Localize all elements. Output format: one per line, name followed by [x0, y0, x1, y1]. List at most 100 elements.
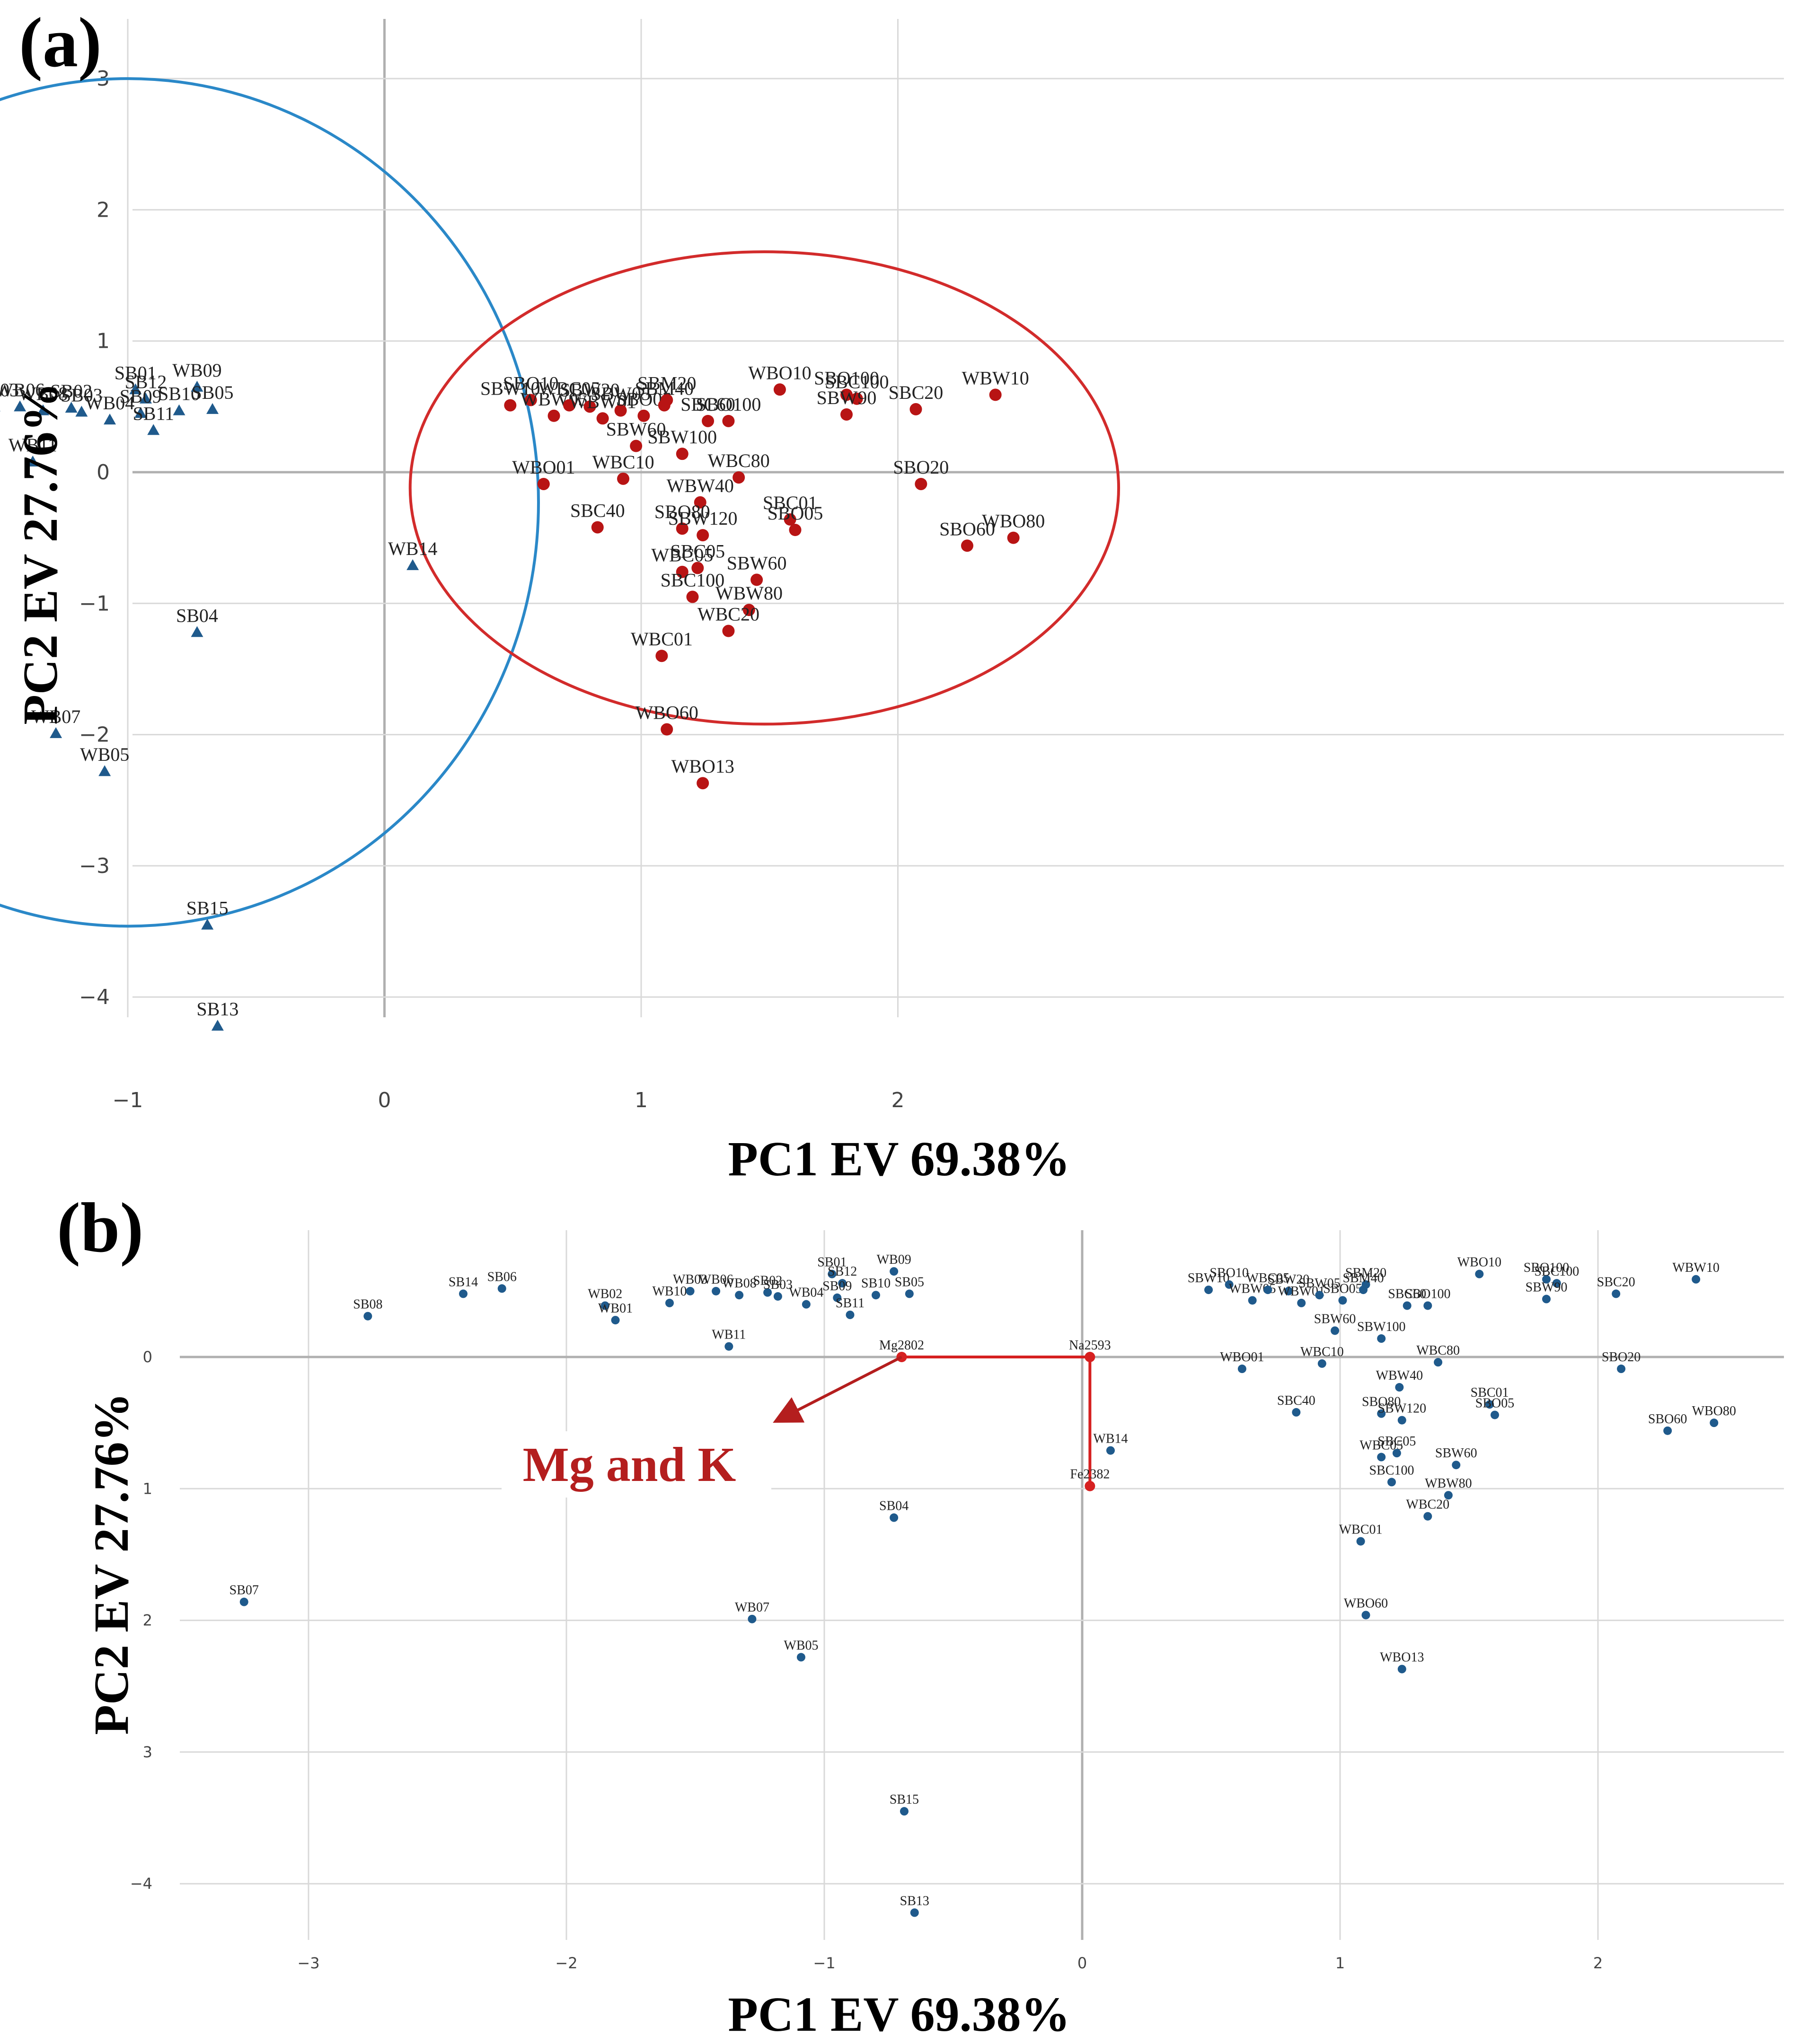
biplot-point-label-sbc01: SBC01: [1471, 1385, 1509, 1400]
biplot-point-sb09: [833, 1293, 842, 1302]
biplot-point-label-wb01: WB01: [598, 1301, 633, 1316]
panel-a-x-tick-label: 1: [635, 1088, 648, 1112]
biplot-point-sbw05: [1315, 1291, 1324, 1300]
point-label-wbw40: WBW40: [667, 475, 734, 496]
biplot-point-label-sb10: SB10: [861, 1276, 891, 1291]
point-label-sb11: SB11: [133, 403, 174, 424]
point-wbw05: [547, 409, 560, 422]
point-sbm40: [658, 399, 671, 412]
biplot-point-sbo100: [1423, 1301, 1432, 1310]
biplot-point-wbc01: [1356, 1537, 1365, 1546]
biplot-point-label-wb14: WB14: [1093, 1432, 1128, 1446]
biplot-point-label-wbc05: WBC05: [1246, 1271, 1290, 1286]
panel-b-y-tick-label: 1: [143, 1480, 152, 1498]
point-label-wbw80: WBW80: [715, 582, 783, 604]
point-wbo10: [773, 383, 786, 396]
panel-a-y-tick-label: −4: [79, 985, 110, 1009]
biplot-point-label-sbc20: SBC20: [1597, 1275, 1635, 1289]
point-label-sbw90: SBW90: [817, 387, 877, 408]
panel-b-x-tick-label: −3: [297, 1954, 319, 1972]
biplot-point-label-wb03: WB03: [673, 1272, 707, 1287]
biplot-point-sbw90: [1542, 1295, 1551, 1304]
point-label-sbo100: SBO100: [696, 394, 761, 415]
point-sbc05: [691, 562, 704, 574]
point-sbw10: [504, 399, 517, 412]
biplot-point-sbo80: [1377, 1409, 1386, 1418]
biplot-point-label-wbc20: WBC20: [1406, 1498, 1449, 1512]
biplot-point-label-sbw10: SBW10: [1188, 1271, 1230, 1286]
biplot-point-label-sbo60: SBO60: [1648, 1412, 1687, 1427]
point-label-wbc10: WBC10: [592, 451, 654, 473]
point-wb14: [406, 559, 419, 570]
biplot-point-label-wbo01: WBO01: [1220, 1350, 1264, 1365]
point-sb11: [147, 424, 160, 435]
point-label-sb04: SB04: [176, 605, 218, 626]
biplot-point-wbc05: [1263, 1286, 1272, 1295]
point-sb15: [201, 918, 214, 930]
biplot-point-wbw10: [1692, 1275, 1701, 1284]
biplot-point-label-sbo100: SBO100: [1405, 1286, 1450, 1301]
mg-k-annotation: Mg and K: [523, 1437, 736, 1492]
panel-b-y-tick-label: 3: [143, 1743, 152, 1761]
point-label-sbw60: SBW60: [606, 419, 666, 440]
biplot-point-sbw20: [1284, 1286, 1293, 1295]
biplot-point-label-sb02: SB02: [753, 1274, 782, 1288]
point-label-sb02: SB02: [50, 380, 92, 402]
point-wb06: [14, 400, 26, 412]
biplot-point-sbo60: [1663, 1426, 1672, 1435]
biplot-point-label-sbo100b: SBO100: [1524, 1260, 1569, 1275]
panel-b-loadings: Mg2802 Na2593 Fe2382: [773, 1338, 1111, 1491]
point-label-wbo13: WBO13: [671, 756, 734, 777]
point-label-sbc40: SBC40: [570, 500, 625, 521]
point-sb09: [134, 407, 147, 418]
annotation-background: [502, 1431, 771, 1498]
biplot-point-label-wbo13: WBO13: [1380, 1650, 1424, 1665]
biplot-point-label-sb05: SB05: [895, 1275, 924, 1289]
biplot-point-label-sb09: SB09: [822, 1279, 852, 1294]
point-sbo05: [789, 524, 802, 537]
point-sbo80: [676, 522, 688, 535]
point-label-wbc80: WBC80: [708, 450, 770, 471]
point-label-sbw05: SBW05: [591, 383, 651, 405]
point-label-sbc100: SBC100: [825, 371, 889, 393]
point-label-sb05: SB05: [192, 382, 234, 403]
biplot-point-sb02: [763, 1288, 772, 1297]
biplot-point-sb14: [459, 1289, 468, 1298]
point-sbo10: [524, 394, 537, 406]
biplot-point-sbc05: [1392, 1449, 1401, 1458]
biplot-point-wbc20: [1423, 1512, 1432, 1521]
biplot-point-sb01: [828, 1269, 837, 1278]
panel-a-y-tick-label: 0: [97, 460, 110, 485]
biplot-point-label-sb08: SB08: [353, 1297, 382, 1312]
biplot-point-label-wbo80: WBO80: [1692, 1404, 1736, 1418]
point-label-wbc01: WBC01: [631, 628, 693, 650]
point-sb10: [173, 404, 185, 415]
point-sbc60: [702, 414, 715, 427]
point-label-sbo20: SBO20: [893, 457, 949, 478]
biplot-point-wbc05: [1377, 1453, 1386, 1462]
point-label-sbc60: SBC60: [680, 394, 735, 415]
biplot-point-sb13: [910, 1908, 919, 1917]
point-wb08: [36, 404, 49, 415]
point-label-wb04: WB04: [85, 392, 134, 414]
biplot-point-wb08: [735, 1291, 744, 1300]
panel-b-y-tick-label: 2: [143, 1612, 152, 1630]
loading-label-na2593: Na2593: [1069, 1338, 1111, 1353]
biplot-point-wb01: [611, 1316, 620, 1325]
biplot-point-label-sbw60: SBW60: [1435, 1446, 1477, 1461]
point-label-wbw05: WBW05: [520, 388, 587, 410]
loading-label-fe2382: Fe2382: [1070, 1467, 1110, 1482]
biplot-point-label-sb13: SB13: [900, 1894, 929, 1908]
panel-a-x-axis-title: PC1 EV 69.38%: [728, 1132, 1070, 1186]
panel-b-x-tick-label: −1: [813, 1954, 835, 1972]
point-label-sbc01: SBC01: [763, 492, 818, 513]
point-label-sbw60: SBW60: [727, 552, 787, 573]
point-sb04: [191, 626, 203, 637]
biplot-point-sb15: [900, 1807, 909, 1816]
biplot-point-wb03: [686, 1286, 695, 1295]
point-sbo100b: [840, 388, 853, 401]
biplot-point-label-wb10: WB10: [652, 1284, 687, 1299]
panel-a-y-tick-label: 2: [97, 198, 110, 222]
